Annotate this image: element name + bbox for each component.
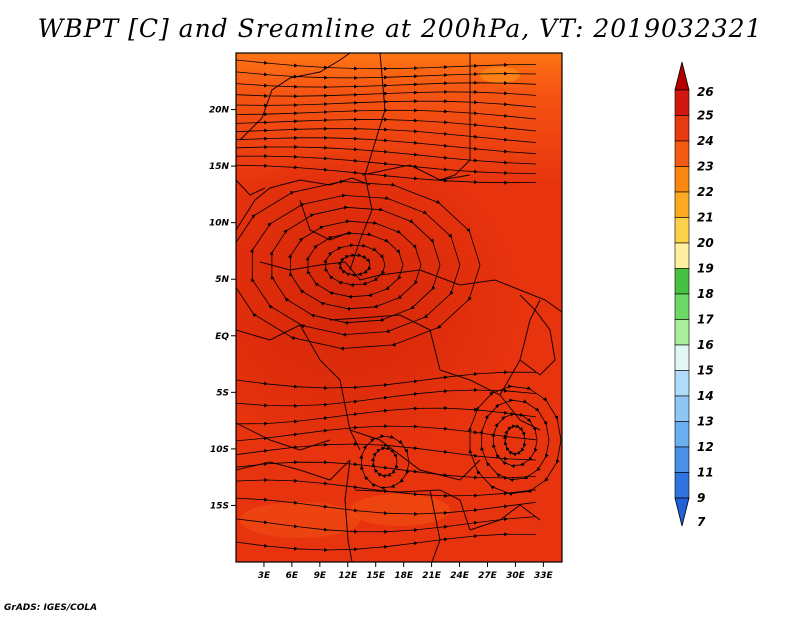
colorbar-swatch (674, 395, 690, 422)
colorbar-swatch (674, 293, 690, 320)
lon-tick-label: 21E (422, 571, 442, 581)
lon-tick-label: 33E (534, 571, 554, 581)
longitude-axis: 3E 6E 9E 12E 15E 18E 21E 24E 27E 30E 33E (258, 562, 554, 581)
colorbar-label: 25 (697, 109, 714, 123)
colorbar-label: 13 (697, 415, 714, 429)
lat-tick-label: 15S (210, 501, 229, 511)
lon-tick-label: 30E (506, 571, 526, 581)
colorbar: 26 25 24 23 22 21 20 19 18 17 16 15 14 13 12 11 9 7 (674, 61, 714, 529)
colorbar-label: 26 (697, 85, 714, 99)
map-frame (235, 52, 563, 563)
lon-tick-label: 6E (286, 571, 299, 581)
wbpt-warm-core (236, 150, 530, 450)
colorbar-swatch (674, 89, 690, 116)
streamline (236, 179, 481, 351)
lat-tick-label: 15N (209, 162, 230, 172)
streamline (236, 71, 537, 80)
colorbar-label: 12 (697, 440, 714, 454)
colorbar-label: 16 (697, 338, 714, 352)
streamline (236, 80, 537, 90)
streamline (236, 89, 537, 99)
lon-tick-label: 24E (450, 571, 470, 581)
lat-tick-label: 5S (216, 388, 229, 398)
streamline (236, 108, 537, 120)
streamline (236, 59, 537, 71)
colorbar-label: 9 (697, 491, 705, 505)
colorbar-swatch (674, 242, 690, 269)
streamline (359, 434, 410, 491)
colorbar-top-arrow (674, 61, 690, 91)
colorbar-swatch (674, 166, 690, 193)
colorbar-label: 18 (697, 287, 714, 301)
lon-tick-label: 15E (366, 571, 386, 581)
lon-tick-label: 3E (258, 571, 271, 581)
latitude-axis: 20N 15N 10N 5N EQ 5S 10S 15S (209, 106, 236, 511)
streamline (236, 163, 537, 185)
colorbar-label: 21 (697, 211, 714, 225)
colorbar-label: 17 (697, 313, 714, 327)
colorbar-swatch (674, 472, 690, 499)
lon-tick-label: 9E (314, 571, 327, 581)
colorbar-label: 14 (697, 389, 714, 403)
map-panel: 20N 15N 10N 5N EQ 5S 10S 15S 3E 6E 9E 12E 15E 18E 21E… (209, 52, 563, 581)
streamline (467, 384, 562, 496)
colorbar-label: 20 (697, 236, 714, 250)
colorbar-swatch (674, 268, 690, 295)
lat-tick-label: 10N (209, 219, 230, 229)
lon-tick-label: 12E (338, 571, 358, 581)
lat-tick-label: EQ (215, 332, 229, 342)
colorbar-swatch (674, 344, 690, 371)
colorbar-swatch (674, 191, 690, 218)
map-title: WBPT [C] and Sreamline at 200hPa, VT: 20… (37, 14, 763, 43)
lon-tick-label: 27E (478, 571, 498, 581)
colorbar-label: 23 (697, 160, 714, 174)
border-line (519, 294, 556, 376)
colorbar-label: 19 (697, 262, 714, 276)
streamline (236, 117, 537, 132)
wbpt-north-patch (480, 67, 520, 83)
colorbar-bottom-arrow (674, 497, 690, 527)
colorbar-label: 15 (697, 364, 714, 378)
streamline (236, 99, 537, 108)
wbpt-south-patch (240, 502, 360, 538)
colorbar-swatch (674, 370, 690, 397)
colorbar-swatch (674, 115, 690, 142)
wbpt-south-patch-2 (350, 494, 450, 526)
colorbar-swatch (674, 319, 690, 346)
colorbar-label: 24 (697, 134, 714, 148)
lat-tick-label: 5N (215, 275, 229, 285)
streamlines (236, 59, 562, 552)
streamline (236, 516, 537, 534)
streamline (236, 370, 537, 390)
grads-credit: GrADS: IGES/COLA (4, 603, 98, 613)
colorbar-swatch (674, 140, 690, 167)
lat-tick-label: 20N (209, 106, 230, 116)
colorbar-swatch (674, 446, 690, 473)
colorbar-swatch (674, 421, 690, 448)
streamline (236, 532, 537, 552)
streamline (236, 497, 537, 517)
colorbar-swatch (674, 217, 690, 244)
colorbar-label: 11 (697, 466, 714, 480)
lat-tick-label: 10S (210, 445, 229, 455)
lon-tick-label: 18E (394, 571, 414, 581)
colorbar-label: 7 (697, 515, 706, 529)
colorbar-label: 22 (697, 185, 714, 199)
